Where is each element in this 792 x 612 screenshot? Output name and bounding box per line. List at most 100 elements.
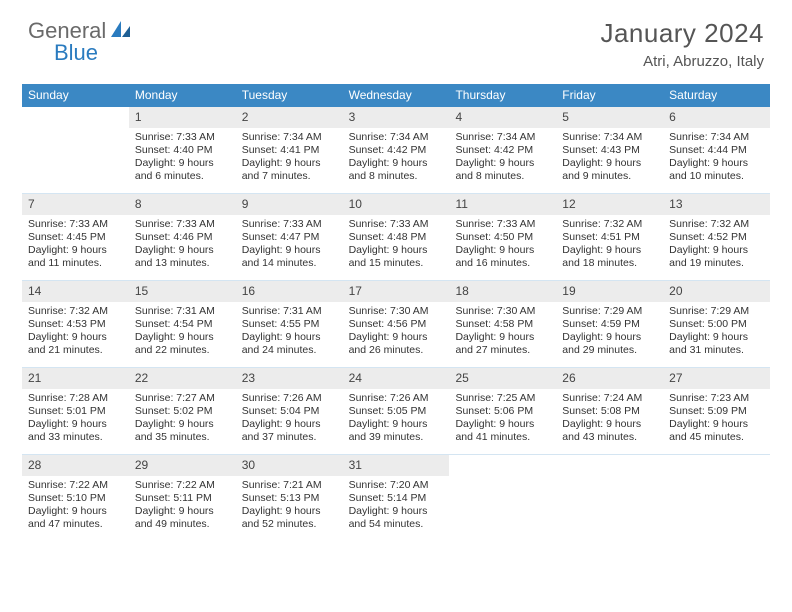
day-daylight1: Daylight: 9 hours: [242, 505, 337, 518]
day-sunset: Sunset: 4:42 PM: [349, 144, 444, 157]
brand-word2: Blue: [54, 40, 98, 65]
day-body: Sunrise: 7:32 AMSunset: 4:53 PMDaylight:…: [22, 302, 129, 364]
day-daylight2: and 11 minutes.: [28, 257, 123, 270]
day-daylight1: Daylight: 9 hours: [135, 157, 230, 170]
day-number: [663, 455, 770, 461]
day-daylight2: and 6 minutes.: [135, 170, 230, 183]
day-sunset: Sunset: 4:43 PM: [562, 144, 657, 157]
day-number: 3: [343, 107, 450, 128]
day-sunset: Sunset: 4:42 PM: [455, 144, 550, 157]
day-body: Sunrise: 7:29 AMSunset: 5:00 PMDaylight:…: [663, 302, 770, 364]
day-sunrise: Sunrise: 7:30 AM: [455, 305, 550, 318]
calendar-week: 28Sunrise: 7:22 AMSunset: 5:10 PMDayligh…: [22, 455, 770, 541]
day-cell: 24Sunrise: 7:26 AMSunset: 5:05 PMDayligh…: [343, 368, 450, 454]
dow-cell: Monday: [129, 84, 236, 107]
day-body: Sunrise: 7:32 AMSunset: 4:52 PMDaylight:…: [663, 215, 770, 277]
day-daylight2: and 10 minutes.: [669, 170, 764, 183]
day-number: 9: [236, 194, 343, 215]
day-sunset: Sunset: 5:08 PM: [562, 405, 657, 418]
day-daylight2: and 13 minutes.: [135, 257, 230, 270]
day-daylight2: and 29 minutes.: [562, 344, 657, 357]
day-daylight2: and 18 minutes.: [562, 257, 657, 270]
day-number: 1: [129, 107, 236, 128]
day-daylight1: Daylight: 9 hours: [669, 244, 764, 257]
calendar-week: 1Sunrise: 7:33 AMSunset: 4:40 PMDaylight…: [22, 107, 770, 194]
day-number: [449, 455, 556, 461]
day-body: Sunrise: 7:33 AMSunset: 4:46 PMDaylight:…: [129, 215, 236, 277]
day-number: 14: [22, 281, 129, 302]
day-daylight1: Daylight: 9 hours: [562, 157, 657, 170]
day-sunrise: Sunrise: 7:33 AM: [242, 218, 337, 231]
day-number: 31: [343, 455, 450, 476]
day-daylight1: Daylight: 9 hours: [242, 157, 337, 170]
day-cell: 23Sunrise: 7:26 AMSunset: 5:04 PMDayligh…: [236, 368, 343, 454]
day-daylight2: and 43 minutes.: [562, 431, 657, 444]
day-number: 13: [663, 194, 770, 215]
day-sunrise: Sunrise: 7:26 AM: [242, 392, 337, 405]
day-daylight1: Daylight: 9 hours: [349, 418, 444, 431]
day-daylight1: Daylight: 9 hours: [135, 244, 230, 257]
day-number: 15: [129, 281, 236, 302]
day-daylight2: and 22 minutes.: [135, 344, 230, 357]
day-cell: 26Sunrise: 7:24 AMSunset: 5:08 PMDayligh…: [556, 368, 663, 454]
day-body: Sunrise: 7:23 AMSunset: 5:09 PMDaylight:…: [663, 389, 770, 451]
day-sunset: Sunset: 4:54 PM: [135, 318, 230, 331]
dow-cell: Tuesday: [236, 84, 343, 107]
day-daylight1: Daylight: 9 hours: [28, 331, 123, 344]
day-sunrise: Sunrise: 7:32 AM: [562, 218, 657, 231]
day-body: Sunrise: 7:32 AMSunset: 4:51 PMDaylight:…: [556, 215, 663, 277]
day-sunrise: Sunrise: 7:34 AM: [455, 131, 550, 144]
day-daylight2: and 26 minutes.: [349, 344, 444, 357]
day-sunrise: Sunrise: 7:29 AM: [669, 305, 764, 318]
calendar-week: 7Sunrise: 7:33 AMSunset: 4:45 PMDaylight…: [22, 194, 770, 281]
day-sunrise: Sunrise: 7:29 AM: [562, 305, 657, 318]
day-number: 23: [236, 368, 343, 389]
day-sunset: Sunset: 5:05 PM: [349, 405, 444, 418]
day-daylight1: Daylight: 9 hours: [455, 244, 550, 257]
page-title: January 2024: [600, 18, 764, 49]
day-daylight2: and 35 minutes.: [135, 431, 230, 444]
day-sunrise: Sunrise: 7:33 AM: [349, 218, 444, 231]
day-number: 18: [449, 281, 556, 302]
day-body: Sunrise: 7:33 AMSunset: 4:50 PMDaylight:…: [449, 215, 556, 277]
day-daylight2: and 49 minutes.: [135, 518, 230, 531]
day-sunset: Sunset: 5:01 PM: [28, 405, 123, 418]
day-cell: 28Sunrise: 7:22 AMSunset: 5:10 PMDayligh…: [22, 455, 129, 541]
day-sunrise: Sunrise: 7:24 AM: [562, 392, 657, 405]
day-cell: 7Sunrise: 7:33 AMSunset: 4:45 PMDaylight…: [22, 194, 129, 280]
sail-icon: [110, 20, 132, 43]
day-cell: 22Sunrise: 7:27 AMSunset: 5:02 PMDayligh…: [129, 368, 236, 454]
title-block: January 2024 Atri, Abruzzo, Italy: [600, 18, 764, 70]
day-sunrise: Sunrise: 7:30 AM: [349, 305, 444, 318]
day-sunrise: Sunrise: 7:33 AM: [135, 218, 230, 231]
day-number: 10: [343, 194, 450, 215]
day-daylight2: and 14 minutes.: [242, 257, 337, 270]
day-sunrise: Sunrise: 7:25 AM: [455, 392, 550, 405]
day-number: 25: [449, 368, 556, 389]
day-sunset: Sunset: 5:04 PM: [242, 405, 337, 418]
day-body: Sunrise: 7:33 AMSunset: 4:40 PMDaylight:…: [129, 128, 236, 190]
day-cell: [556, 455, 663, 541]
day-daylight1: Daylight: 9 hours: [135, 505, 230, 518]
day-daylight1: Daylight: 9 hours: [669, 157, 764, 170]
day-sunrise: Sunrise: 7:28 AM: [28, 392, 123, 405]
day-number: 6: [663, 107, 770, 128]
day-number: 28: [22, 455, 129, 476]
day-body: Sunrise: 7:26 AMSunset: 5:05 PMDaylight:…: [343, 389, 450, 451]
day-number: 26: [556, 368, 663, 389]
day-sunset: Sunset: 4:59 PM: [562, 318, 657, 331]
day-body: Sunrise: 7:26 AMSunset: 5:04 PMDaylight:…: [236, 389, 343, 451]
day-body: Sunrise: 7:29 AMSunset: 4:59 PMDaylight:…: [556, 302, 663, 364]
day-sunset: Sunset: 4:48 PM: [349, 231, 444, 244]
day-sunset: Sunset: 4:56 PM: [349, 318, 444, 331]
day-body: Sunrise: 7:21 AMSunset: 5:13 PMDaylight:…: [236, 476, 343, 538]
day-sunrise: Sunrise: 7:27 AM: [135, 392, 230, 405]
day-daylight2: and 39 minutes.: [349, 431, 444, 444]
dow-cell: Thursday: [449, 84, 556, 107]
day-cell: 20Sunrise: 7:29 AMSunset: 5:00 PMDayligh…: [663, 281, 770, 367]
day-cell: 14Sunrise: 7:32 AMSunset: 4:53 PMDayligh…: [22, 281, 129, 367]
day-daylight2: and 54 minutes.: [349, 518, 444, 531]
day-daylight1: Daylight: 9 hours: [349, 331, 444, 344]
dow-cell: Wednesday: [343, 84, 450, 107]
day-daylight1: Daylight: 9 hours: [242, 331, 337, 344]
